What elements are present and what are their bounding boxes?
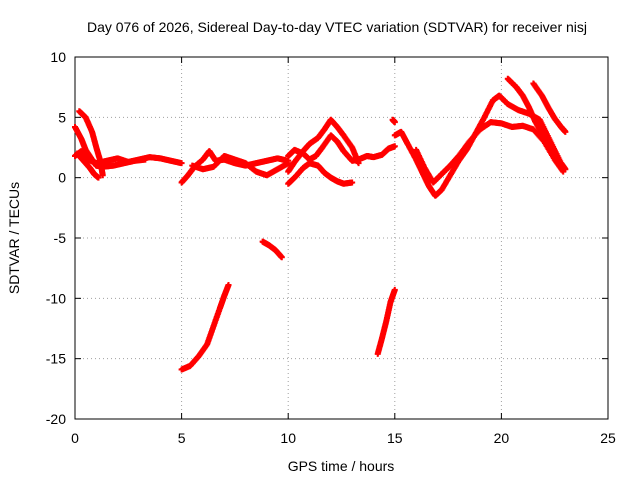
series-track-n [259, 238, 285, 261]
series-track-i [285, 160, 356, 187]
y-tick-label: 10 [50, 49, 66, 65]
data-point [562, 128, 569, 135]
data-point [99, 172, 106, 179]
data-point [225, 282, 232, 289]
data-point [355, 160, 362, 167]
data-point [178, 160, 185, 167]
series-track-m [530, 80, 569, 135]
x-tick-label: 5 [178, 430, 186, 446]
data-point [142, 156, 149, 163]
series-track-l [504, 75, 567, 172]
chart-title: Day 076 of 2026, Sidereal Day-to-day VTE… [87, 19, 587, 35]
x-tick-label: 15 [387, 430, 403, 446]
data-point [391, 143, 398, 150]
series-spot-q [389, 116, 398, 126]
series-track-c [76, 108, 106, 179]
data-points [72, 75, 569, 373]
y-tick-label: 0 [58, 170, 66, 186]
grid [75, 57, 608, 419]
data-point [349, 179, 356, 186]
series-track-j [391, 92, 569, 199]
y-tick-label: 5 [58, 109, 66, 125]
series-track-o [178, 282, 232, 373]
series-track-d [74, 150, 102, 181]
y-axis-title: SDTVAR / TECUs [6, 182, 22, 294]
data-point [278, 254, 285, 261]
x-tick-label: 10 [280, 430, 296, 446]
y-tick-label: -5 [54, 230, 67, 246]
x-tick-label: 20 [494, 430, 510, 446]
data-point [560, 165, 567, 172]
y-tick-label: -20 [46, 411, 66, 427]
axis-ticks: 0 5 10 15 20 25 -20 -15 -10 -5 0 5 10 [46, 49, 616, 446]
series-track-h [285, 116, 362, 175]
data-point [391, 286, 398, 293]
data-point [95, 174, 102, 181]
data-point [391, 119, 398, 126]
x-axis-title: GPS time / hours [288, 458, 395, 474]
series-track-f [189, 152, 292, 179]
series-track-p [374, 286, 398, 357]
x-tick-label: 25 [600, 430, 616, 446]
y-tick-label: -15 [46, 351, 66, 367]
x-tick-label: 0 [71, 430, 79, 446]
y-tick-label: -10 [46, 290, 66, 306]
data-point [285, 160, 292, 167]
series-track-b [72, 123, 149, 170]
